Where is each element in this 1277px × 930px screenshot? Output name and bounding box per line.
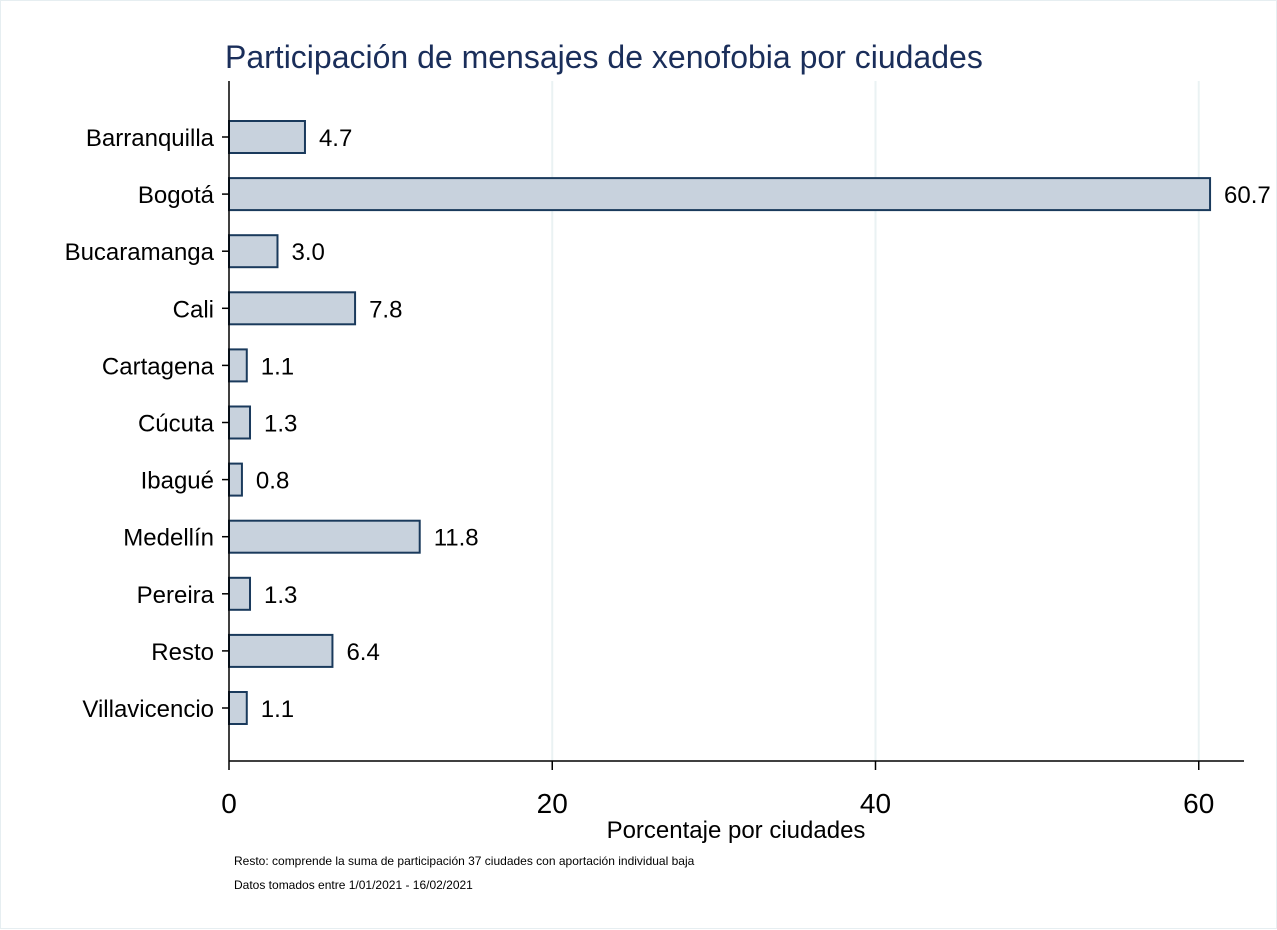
category-label: Bucaramanga <box>65 239 215 266</box>
note-resto: Resto: comprende la suma de participació… <box>234 854 695 868</box>
bar <box>228 576 252 611</box>
bar <box>228 120 306 154</box>
chart-title: Participación de mensajes de xenofobia p… <box>225 39 983 75</box>
value-label: 6.4 <box>346 639 379 666</box>
category-label: Pereira <box>137 582 215 609</box>
bar <box>228 177 1212 212</box>
category-label: Cúcuta <box>138 411 215 438</box>
x-tick-label: 60 <box>1183 788 1214 819</box>
value-label: 1.3 <box>264 411 297 438</box>
category-label: Cali <box>173 296 214 323</box>
value-label: 7.8 <box>369 296 402 323</box>
value-label: 0.8 <box>256 468 289 495</box>
value-label: 60.7 <box>1224 182 1271 209</box>
bar <box>228 691 248 725</box>
x-tick-label: 0 <box>221 788 237 819</box>
bar <box>228 348 248 383</box>
value-label: 3.0 <box>291 239 324 266</box>
category-label: Bogotá <box>138 182 215 209</box>
category-label: Medellín <box>123 525 214 552</box>
bar <box>228 519 421 554</box>
x-tick-label: 20 <box>537 788 568 819</box>
category-label: Resto <box>151 639 214 666</box>
category-label: Barranquilla <box>86 125 215 152</box>
bar <box>228 405 252 440</box>
x-ticks: 0 20 40 60 <box>221 761 1214 819</box>
value-label: 11.8 <box>434 525 479 552</box>
category-label: Villavicencio <box>82 696 214 723</box>
value-label: 1.1 <box>261 696 294 723</box>
bar <box>228 633 334 668</box>
bar <box>228 462 243 497</box>
bar <box>228 291 357 326</box>
bars <box>228 120 1212 725</box>
value-labels: 4.7 60.7 3.0 7.8 1.1 1.3 0.8 11.8 1.3 6.4 1.1 <box>256 125 1271 723</box>
note-dates: Datos tomados entre 1/01/2021 - 16/02/20… <box>234 878 473 892</box>
category-labels: Barranquilla Bogotá Bucaramanga Cali Cartage… <box>65 125 229 723</box>
value-label: 1.1 <box>261 353 294 380</box>
value-label: 4.7 <box>319 125 352 152</box>
value-label: 1.3 <box>264 582 297 609</box>
x-axis-label: Porcentaje por ciudades <box>607 817 866 844</box>
bar <box>228 234 279 269</box>
x-tick-label: 40 <box>860 788 891 819</box>
category-label: Cartagena <box>102 353 215 380</box>
category-label: Ibagué <box>141 468 214 495</box>
